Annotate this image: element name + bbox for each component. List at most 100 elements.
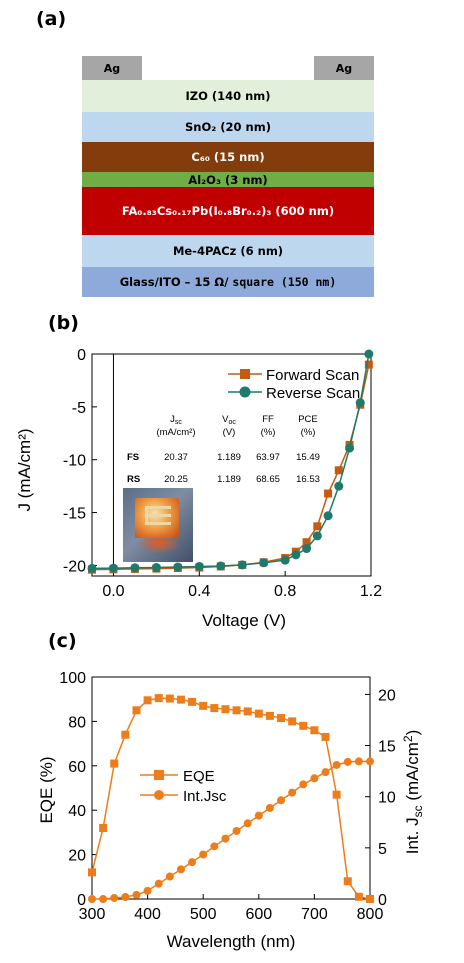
eqe-point (277, 714, 286, 723)
jv-legend-forward-marker (240, 369, 250, 379)
intjsc-point (299, 780, 308, 789)
eqe-point (210, 704, 219, 713)
device-photo-cell (135, 498, 179, 538)
jv-reverse-point (291, 550, 301, 560)
eqe-x-tick-label: 800 (357, 906, 384, 923)
eqe-point (332, 790, 341, 799)
eqe-y-tick-label: 80 (68, 714, 86, 731)
jv-forward-point (313, 522, 322, 531)
eqe-point (243, 707, 252, 716)
table-row-rs-voc: 1.189 (217, 474, 241, 485)
jv-reverse-point (302, 544, 312, 554)
layer-substrate-label: Glass/ITO – 15 Ω/ (119, 275, 229, 289)
intjsc-point (288, 788, 297, 797)
eqe-point (299, 721, 308, 730)
jv-reverse-point (334, 481, 344, 491)
jv-legend-reverse-marker (239, 386, 251, 398)
layer-al2o3: Al₂O₃ (3 nm) (82, 172, 374, 187)
eqe-x-tick-label: 600 (245, 906, 272, 923)
intjsc-point (310, 774, 319, 783)
jv-reverse-point (151, 563, 161, 573)
jv-legend: Forward Scan Reverse Scan (228, 367, 360, 402)
eqe-point (221, 705, 230, 714)
eqe-legend-intjsc-label: Int.Jsc (183, 788, 227, 805)
eqe-legend-eqe-marker (154, 770, 164, 780)
table-row-rs-pce: 16.53 (296, 474, 320, 485)
jv-plot-area: 0.0 0.4 0.8 1.2 0 -5 -10 -15 -20 (63, 347, 382, 600)
eqe-point (154, 694, 163, 703)
jv-reverse-point (312, 531, 322, 541)
intjsc-point (165, 872, 174, 881)
intjsc-point (121, 892, 130, 901)
jv-y-tick-label: -10 (63, 453, 86, 470)
intjsc-point (99, 895, 108, 903)
layer-perovskite: FA₀.₈₃Cs₀.₁₇Pb(I₀.₈Br₀.₂)₃ (600 nm) (82, 187, 374, 235)
layer-sno2-label: SnO₂ (20 nm) (185, 120, 271, 134)
eqe-point (321, 732, 330, 741)
eqe-plot-frame (91, 676, 371, 900)
intjsc-point (265, 803, 274, 812)
jv-plot-frame (91, 353, 372, 577)
eqe-x-tick-label: 500 (190, 906, 217, 923)
eqe-series-line-intjsc (92, 760, 370, 900)
eqe-point (265, 711, 274, 720)
panel-label-c: (c) (48, 630, 77, 652)
jv-parameter-table: Jsc Voc FF PCE (mA/cm²) (V) (%) (%) FS 2… (127, 414, 320, 485)
eqe-point (199, 701, 208, 710)
ag-contact-right: Ag (314, 56, 374, 80)
jv-y-tick-label: -20 (63, 558, 86, 575)
panel-label-a: (a) (36, 8, 67, 30)
layer-substrate: Glass/ITO – 15 Ω/ square (150 nm) (82, 267, 374, 297)
table-unit-ff: (%) (261, 427, 276, 438)
eqe-xlabel: Wavelength (nm) (167, 932, 296, 951)
jv-reverse-point (108, 563, 118, 573)
jv-reverse-point (87, 563, 97, 573)
eqe-y2-tick-label: 5 (378, 841, 387, 858)
eqe-point (176, 695, 185, 704)
eqe-point (288, 717, 297, 726)
intjsc-point (154, 879, 163, 888)
eqe-y-tick-label: 20 (68, 848, 86, 865)
jv-reverse-point (280, 555, 290, 565)
eqe-point (88, 868, 96, 877)
layer-c60-label: C₆₀ (15 nm) (191, 150, 265, 164)
jv-x-tick-label: 0.8 (274, 583, 296, 600)
table-row-rs-jsc: 20.25 (164, 474, 188, 485)
layer-izo: IZO (140 nm) (82, 80, 374, 112)
intjsc-point (232, 826, 241, 835)
eqe-point (110, 759, 119, 768)
jv-forward-point (302, 538, 311, 547)
intjsc-point (321, 768, 330, 777)
table-unit-pce: (%) (301, 427, 316, 438)
panel-label-b: (b) (48, 312, 79, 334)
eqe-legend: EQE Int.Jsc (140, 768, 227, 805)
jv-reverse-point (173, 562, 183, 572)
intjsc-point (199, 850, 208, 859)
layer-sno2: SnO₂ (20 nm) (82, 112, 374, 142)
jv-legend-reverse-label: Reverse Scan (266, 385, 360, 402)
eqe-point (188, 697, 197, 706)
jv-forward-point (334, 466, 343, 475)
intjsc-point (277, 796, 286, 805)
eqe-x-tick-label: 400 (134, 906, 161, 923)
jv-y-tick-label: -15 (63, 506, 86, 523)
intjsc-point (188, 858, 197, 867)
intjsc-point (110, 893, 119, 902)
jv-reverse-point (216, 561, 226, 571)
eqe-legend-intjsc-marker (154, 790, 164, 800)
eqe-point (366, 895, 374, 903)
intjsc-point (132, 890, 141, 899)
intjsc-point (332, 760, 341, 769)
eqe-point (232, 706, 241, 715)
ag-contact-left: Ag (82, 56, 142, 80)
layer-me4pacz: Me-4PACz (6 nm) (82, 235, 374, 267)
table-header-pce: PCE (298, 414, 318, 425)
jv-reverse-point (355, 398, 365, 408)
eqe-point (99, 823, 108, 832)
jv-forward-point (324, 489, 333, 498)
jv-x-tick-label: 1.2 (360, 583, 382, 600)
eqe-y-tick-label: 60 (68, 759, 86, 776)
jv-chart: 0.0 0.4 0.8 1.2 0 -5 -10 -15 -20 Voltage (V) J (… (15, 347, 382, 630)
eqe-y2-tick-label: 20 (378, 687, 396, 704)
